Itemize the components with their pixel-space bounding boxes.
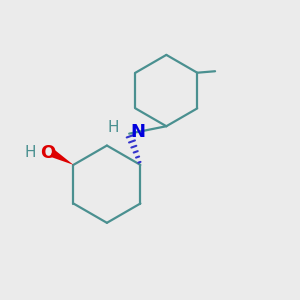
Text: H: H — [25, 146, 36, 160]
Text: N: N — [131, 123, 146, 141]
Text: H: H — [107, 120, 118, 135]
Text: O: O — [40, 144, 55, 162]
Polygon shape — [50, 149, 74, 165]
